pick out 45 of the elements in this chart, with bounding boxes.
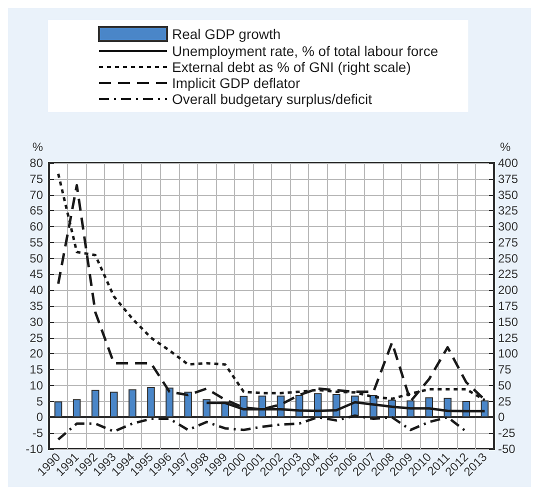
- y2-tick-label: -25: [498, 426, 516, 440]
- y-tick-label: 60: [30, 220, 44, 234]
- legend-label: Overall budgetary surplus/deficit: [172, 91, 372, 107]
- y-tick-label: -10: [26, 442, 44, 456]
- y2-tick-label: 125: [498, 330, 518, 345]
- y2-tick-label: 0: [498, 410, 505, 424]
- y2-tick-label: 175: [498, 299, 518, 313]
- y-tick-label: 80: [30, 156, 44, 170]
- y2-tick-label: 350: [498, 188, 518, 202]
- y2-tick-label: 150: [498, 314, 518, 329]
- y2-tick-label: 200: [498, 283, 518, 298]
- legend-label: Unemployment rate, % of total labour force: [172, 43, 438, 59]
- legend-label: External debt as % of GNI (right scale): [172, 59, 411, 75]
- y2-tick-label: 325: [498, 204, 518, 218]
- y2-tick-label: 275: [498, 235, 518, 250]
- legend-label: Implicit GDP deflator: [172, 75, 300, 91]
- y-tick-label: 55: [30, 235, 44, 250]
- legend-label: Real GDP growth: [172, 26, 281, 42]
- y2-tick-label: 225: [498, 267, 518, 282]
- y-tick-label: 20: [30, 346, 44, 361]
- y2-tick-label: 75: [498, 362, 512, 377]
- y-tick-label: 40: [30, 283, 44, 298]
- y-tick-label: 75: [30, 172, 44, 186]
- y-tick-label: 35: [30, 299, 44, 313]
- y2-tick-label: 400: [498, 156, 518, 170]
- y2-tick-label: 25: [498, 394, 512, 408]
- y-tick-label: 70: [30, 188, 44, 202]
- y-tick-label: -5: [32, 426, 44, 440]
- y2-axis-title: %: [500, 140, 511, 154]
- y-tick-label: 30: [30, 314, 44, 329]
- y-tick-label: 0: [36, 410, 44, 424]
- y2-tick-label: 300: [498, 220, 518, 234]
- y2-tick-label: 250: [498, 251, 518, 266]
- y2-tick-label: 375: [498, 172, 518, 186]
- y2-tick-label: 50: [498, 378, 512, 392]
- y-tick-label: 50: [30, 251, 44, 266]
- y-tick-label: 10: [30, 378, 44, 392]
- y2-tick-label: 100: [498, 346, 518, 361]
- y-tick-label: 5: [36, 394, 44, 408]
- y2-tick-label: -50: [498, 442, 516, 456]
- y-tick-label: 65: [30, 204, 44, 218]
- y-tick-label: 25: [30, 330, 44, 345]
- y-axis-title: %: [32, 140, 44, 154]
- y-tick-label: 45: [30, 267, 44, 282]
- y-tick-label: 15: [30, 362, 44, 377]
